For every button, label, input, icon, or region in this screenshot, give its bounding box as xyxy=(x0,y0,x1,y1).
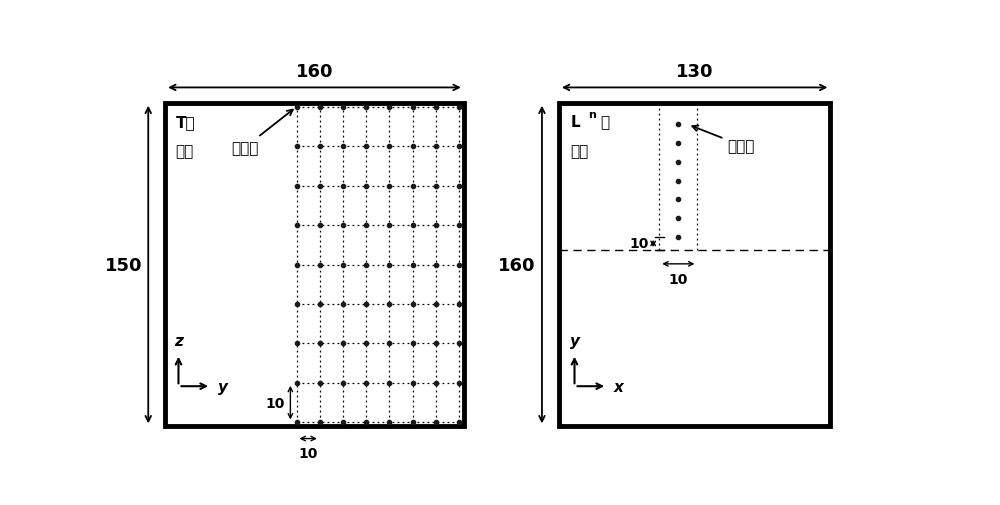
Text: 10: 10 xyxy=(266,396,285,410)
Text: 160: 160 xyxy=(498,256,536,274)
Text: T型: T型 xyxy=(175,115,195,130)
Text: x: x xyxy=(614,379,624,394)
Text: 150: 150 xyxy=(105,256,142,274)
Text: y: y xyxy=(218,379,228,394)
Text: 10: 10 xyxy=(299,446,318,461)
Bar xyxy=(165,104,464,426)
Text: 型: 型 xyxy=(600,115,609,130)
Text: 测量点: 测量点 xyxy=(692,126,755,154)
Text: 10: 10 xyxy=(669,272,688,286)
Text: n: n xyxy=(588,110,596,120)
Text: z: z xyxy=(174,334,183,349)
Text: 试样: 试样 xyxy=(571,144,589,160)
Bar xyxy=(559,104,830,426)
Text: 130: 130 xyxy=(676,63,713,81)
Text: 试样: 试样 xyxy=(175,143,194,159)
Text: 160: 160 xyxy=(296,63,333,81)
Text: L: L xyxy=(571,115,580,130)
Text: 测量点: 测量点 xyxy=(231,111,293,156)
Text: y: y xyxy=(570,334,580,349)
Text: 10: 10 xyxy=(629,237,649,251)
